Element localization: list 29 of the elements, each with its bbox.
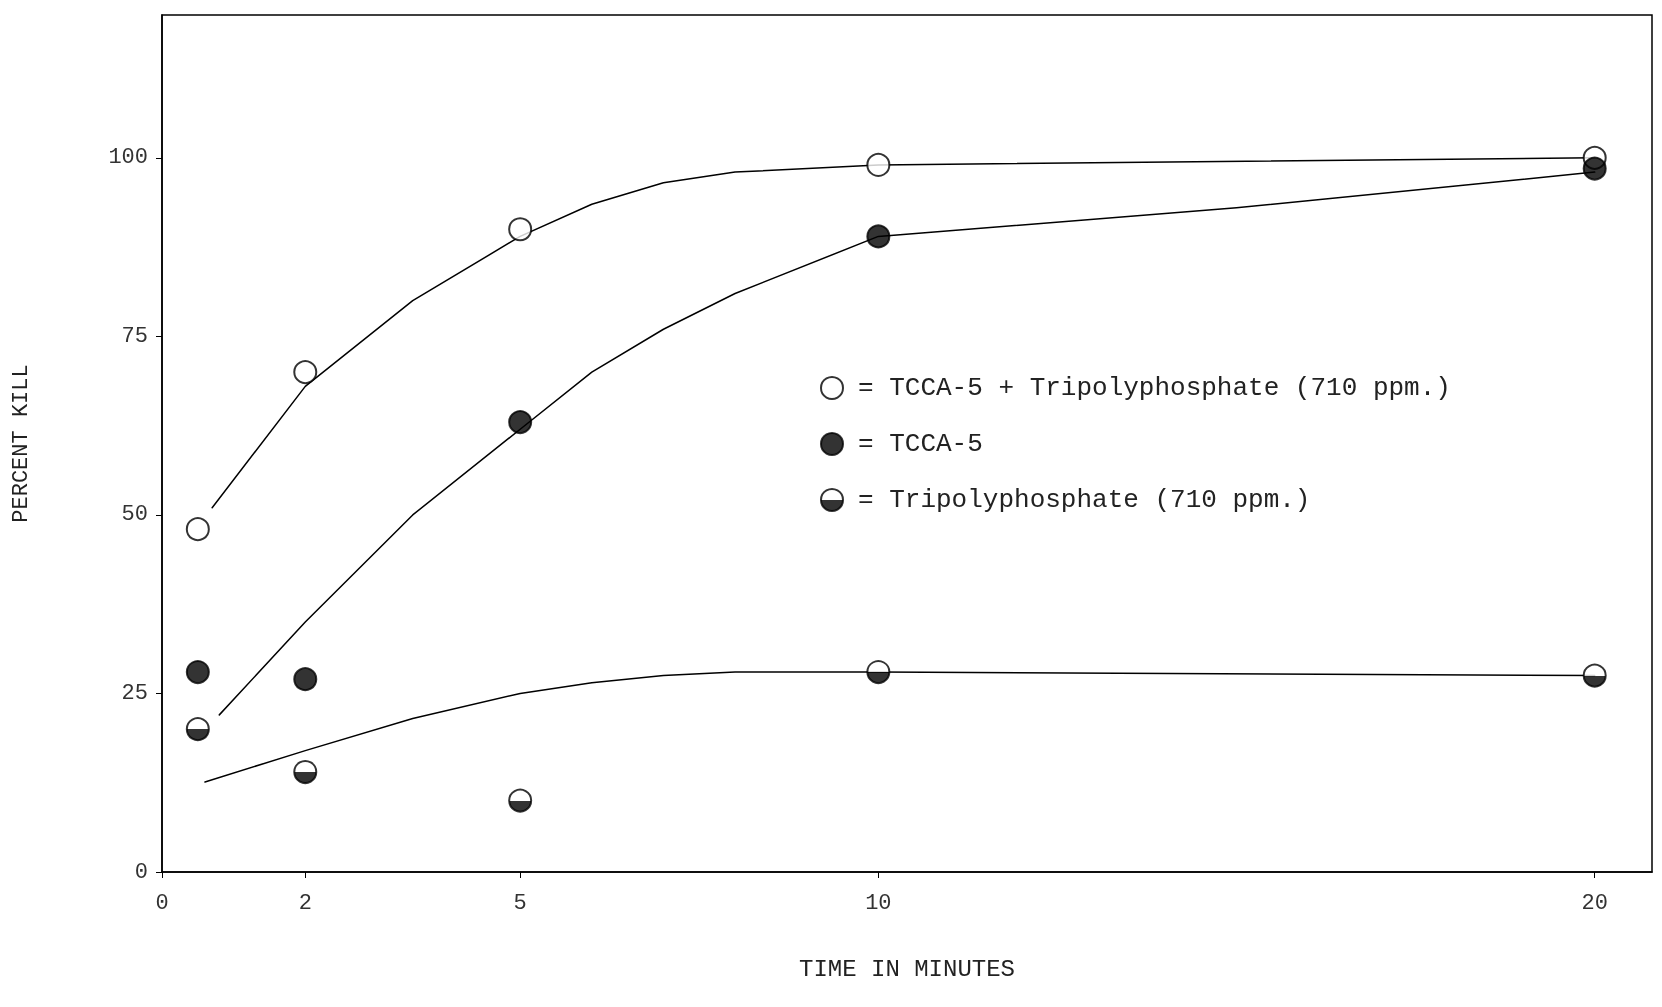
- point: [293, 667, 318, 692]
- point: [185, 717, 210, 742]
- y-tick-label: 0: [134, 859, 148, 885]
- legend-label: = TCCA-5: [858, 429, 983, 459]
- point: [293, 760, 318, 785]
- y-tick-label: 25: [121, 680, 148, 706]
- y-tick-label: 75: [121, 323, 148, 349]
- point: [508, 410, 533, 435]
- point: [1582, 156, 1607, 181]
- point: [866, 152, 891, 177]
- point: [866, 660, 891, 685]
- y-axis-title: PERCENT KILL: [8, 364, 34, 523]
- point: [1582, 663, 1607, 688]
- point: [508, 788, 533, 813]
- point: [185, 660, 210, 685]
- x-tick-label: 5: [513, 890, 527, 916]
- legend-label: = TCCA-5 + Tripolyphosphate (710 ppm.): [858, 373, 1451, 403]
- y-tick-label: 100: [108, 145, 148, 171]
- point: [866, 224, 891, 249]
- x-tick-label: 2: [298, 890, 312, 916]
- x-tick-label: 20: [1581, 890, 1608, 916]
- x-tick-label: 0: [155, 890, 169, 916]
- y-tick-label: 50: [121, 502, 148, 528]
- point: [293, 360, 318, 385]
- point: [185, 517, 210, 542]
- legend-label: = Tripolyphosphate (710 ppm.): [858, 485, 1311, 515]
- point: [508, 217, 533, 242]
- x-tick-label: 10: [865, 890, 892, 916]
- x-axis-title: TIME IN MINUTES: [798, 955, 1016, 983]
